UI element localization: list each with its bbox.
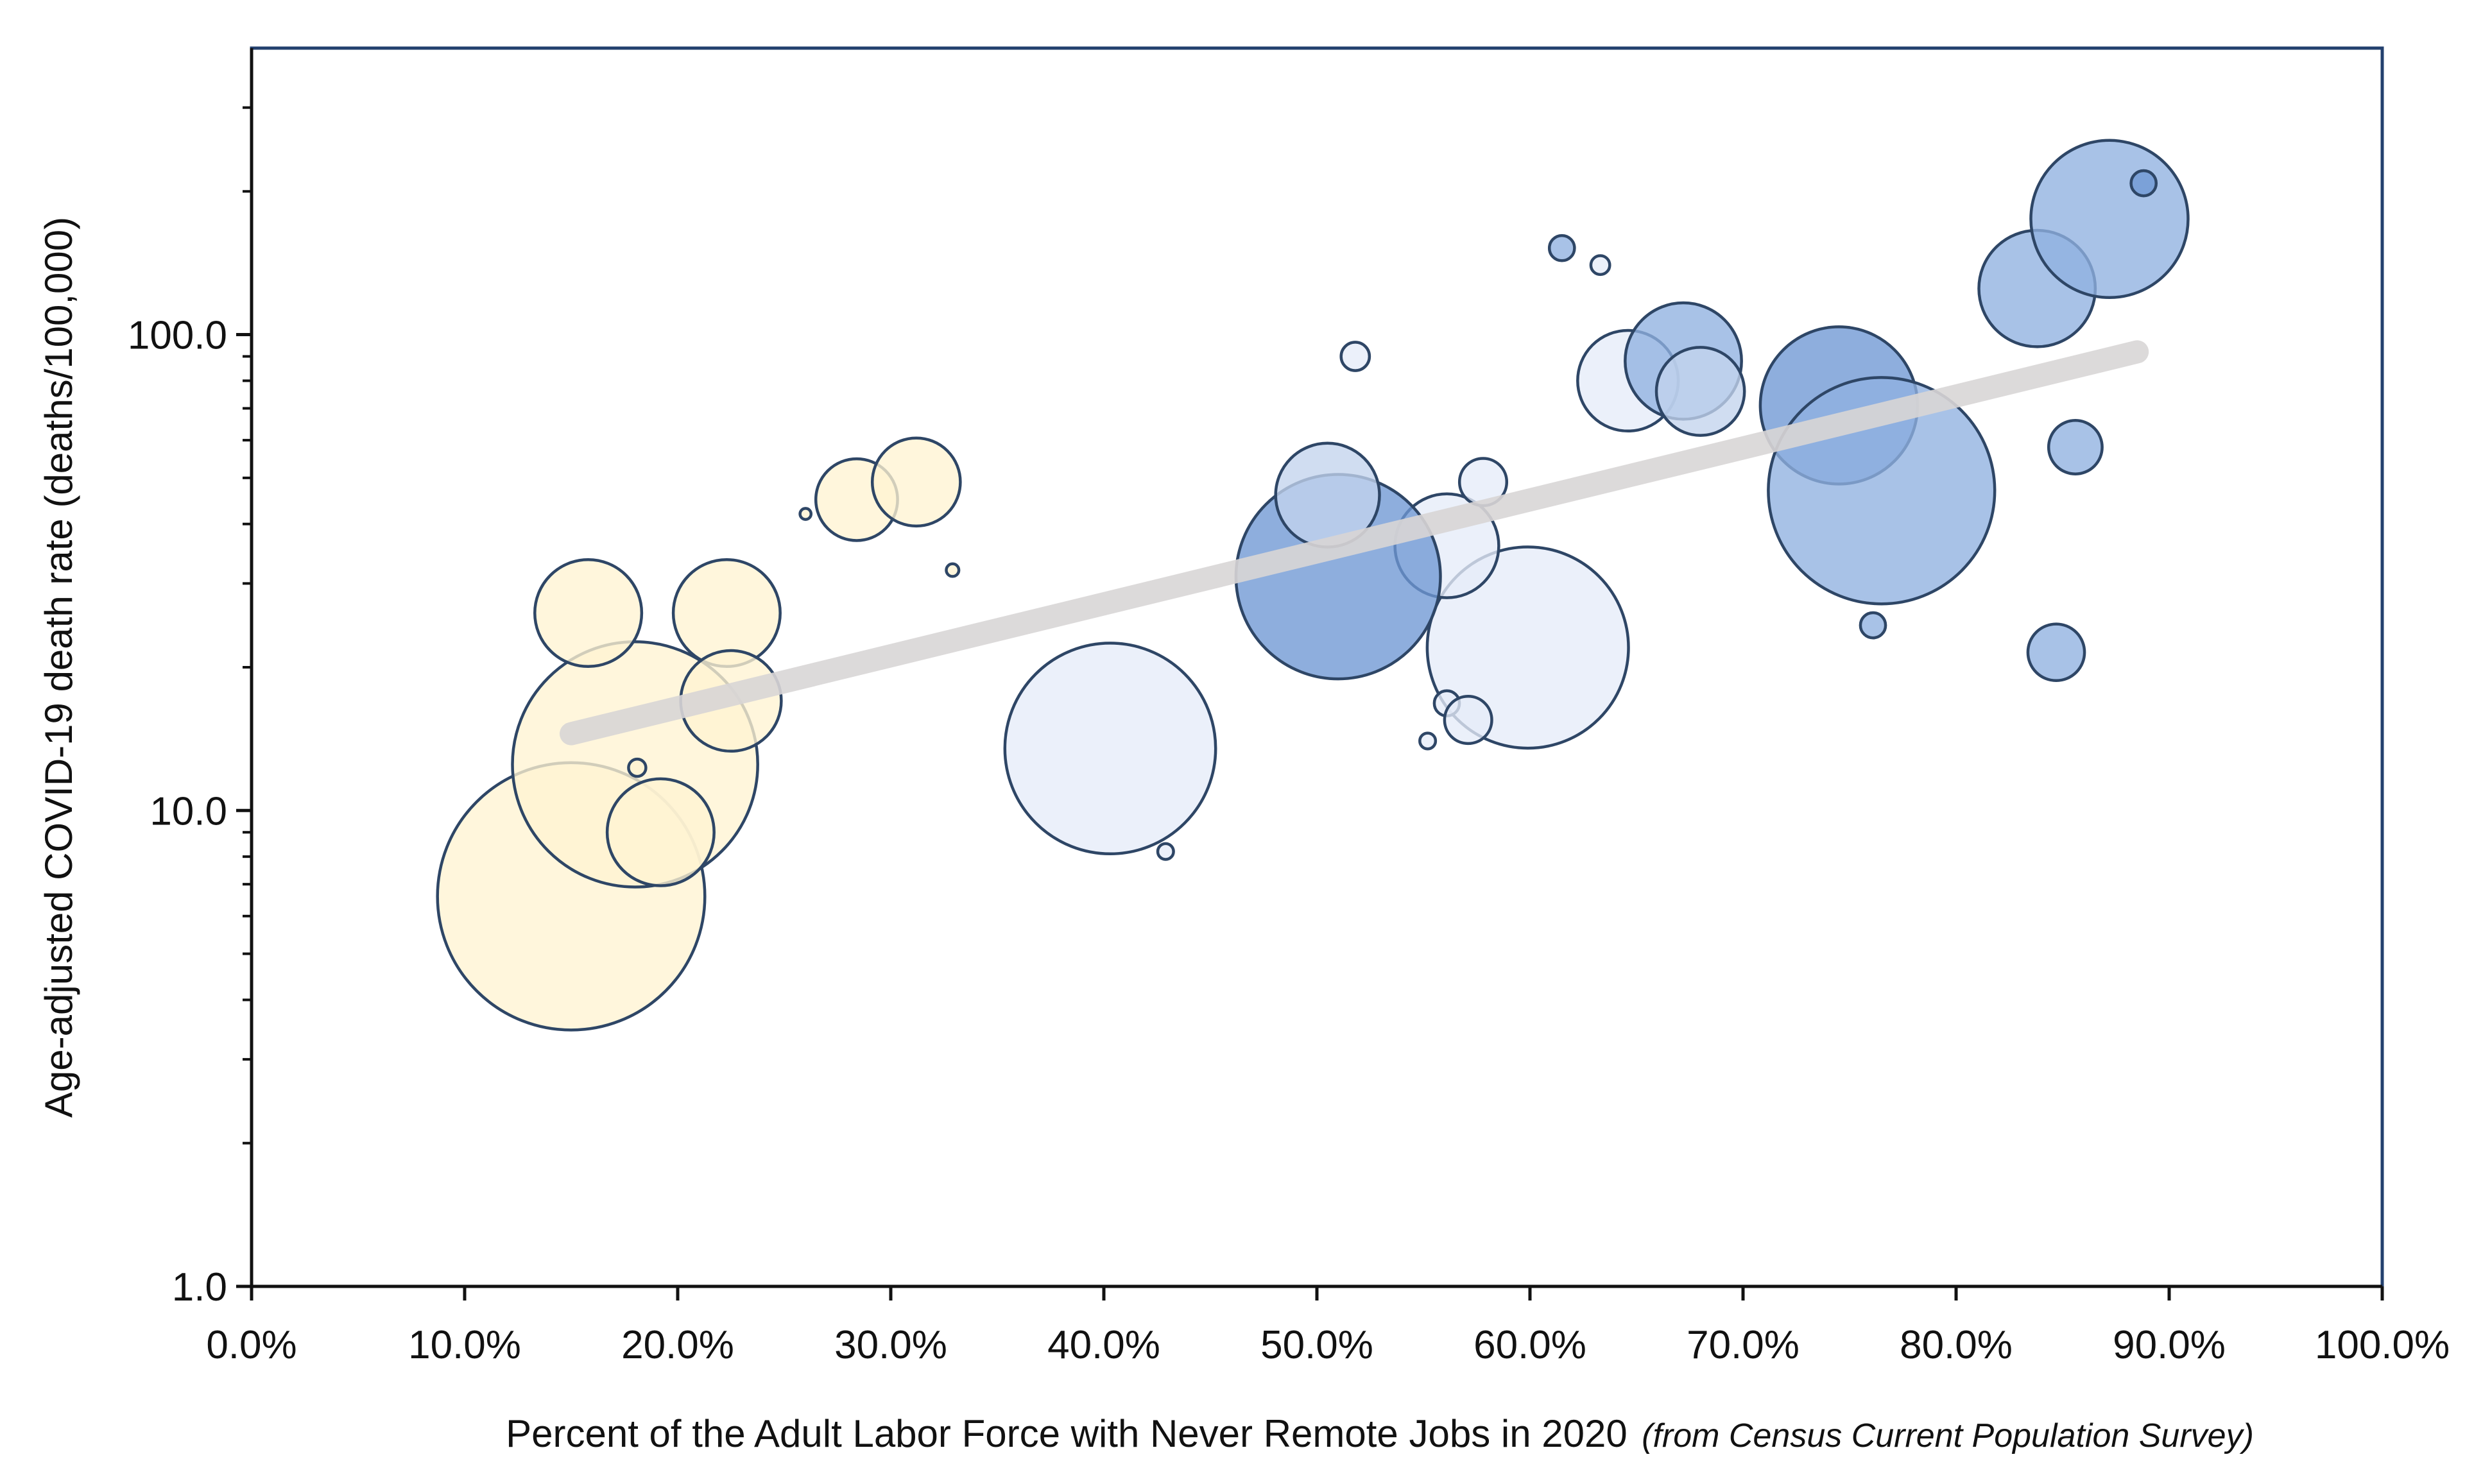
bubble-point (1589, 254, 1611, 277)
bubble-point (1859, 611, 1887, 640)
y-tick-label: 100.0 (128, 314, 227, 358)
x-tick-label: 20.0% (621, 1323, 734, 1367)
x-axis-title: Percent of the Adult Labor Force with Ne… (506, 1412, 2254, 1455)
bubble-point (2029, 139, 2190, 300)
bubble-point (2129, 169, 2158, 198)
trend-line (560, 340, 2149, 746)
bubble-point (1654, 346, 1746, 437)
bubble-point (1443, 695, 1493, 746)
bubble-point (1156, 842, 1175, 861)
x-ticks: 0.0% 10.0% 20.0% 30.0% 40.0% 50.0% 60.0% 70.0% 8… (206, 1286, 2450, 1367)
bubble-point (2026, 622, 2086, 683)
bubble-point (1418, 731, 1438, 751)
bubble-point (533, 558, 644, 669)
x-axis-title-note: (from Census Current Population Survey) (1642, 1417, 2254, 1454)
x-tick-label: 40.0% (1047, 1323, 1160, 1367)
bubble-point (605, 777, 716, 887)
x-tick-label: 30.0% (834, 1323, 947, 1367)
x-tick-label: 90.0% (2113, 1323, 2226, 1367)
x-axis-title-main: Percent of the Adult Labor Force with Ne… (506, 1412, 1628, 1455)
bubble-point (798, 507, 813, 521)
bubble-point (1547, 234, 1576, 262)
x-tick-label: 70.0% (1687, 1323, 1800, 1367)
bubble-layer (436, 139, 2190, 1032)
bubble-point (870, 436, 962, 528)
y-tick-label: 10.0 (150, 789, 227, 833)
bubble-point (627, 757, 648, 778)
bubble-point (1003, 642, 1217, 856)
x-tick-label: 60.0% (1473, 1323, 1586, 1367)
x-tick-label: 10.0% (408, 1323, 521, 1367)
bubble-point (945, 562, 961, 578)
x-tick-label: 80.0% (1900, 1323, 2013, 1367)
y-tick-label: 1.0 (172, 1265, 227, 1309)
x-tick-label: 0.0% (206, 1323, 296, 1367)
y-axis-title: Age-adjusted COVID-19 death rate (deaths… (37, 217, 80, 1118)
bubble-point (2047, 419, 2104, 475)
bubble-point (1339, 341, 1371, 372)
x-tick-label: 100.0% (2315, 1323, 2450, 1367)
x-tick-label: 50.0% (1260, 1323, 1373, 1367)
y-ticks: 1.0 10.0 100.0 (128, 106, 252, 1309)
